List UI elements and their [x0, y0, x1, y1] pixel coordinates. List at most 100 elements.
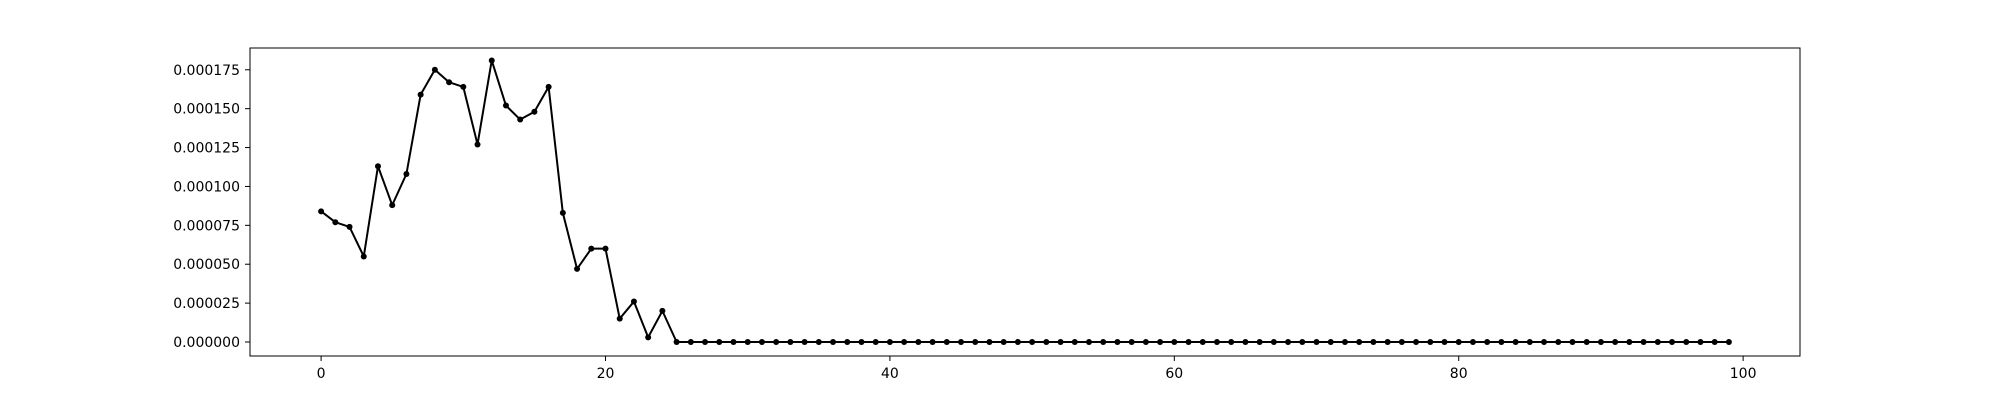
data-point [1014, 339, 1021, 345]
data-point [346, 223, 353, 230]
data-point [1583, 339, 1590, 345]
data-point [1441, 339, 1448, 345]
series-line [320, 59, 1729, 343]
data-point [1413, 339, 1420, 345]
x-tick-label: 0 [317, 366, 326, 382]
data-point [1157, 339, 1164, 345]
ticks-layer: 0 20 40 60 80 100 0.000000 0.000025 0.000050 0.00… [173, 63, 1756, 382]
data-point [687, 339, 694, 345]
data-point [630, 298, 637, 305]
data-point [1071, 339, 1078, 345]
data-point [1029, 339, 1036, 345]
data-point [1327, 339, 1334, 345]
data-point [1541, 339, 1548, 345]
data-point [602, 245, 609, 252]
data-point [1000, 339, 1007, 345]
plot-frame [249, 47, 1801, 357]
data-point [332, 219, 339, 226]
data-point [1114, 339, 1121, 345]
data-point [488, 57, 495, 64]
data-point [659, 307, 666, 314]
data-point [801, 339, 808, 345]
data-point [431, 66, 438, 73]
data-point [502, 102, 509, 109]
data-point [986, 339, 993, 345]
x-tick-label: 100 [1730, 366, 1757, 382]
data-point [1199, 339, 1206, 345]
data-point [1427, 339, 1434, 345]
y-tick-label: 0.000000 [173, 335, 240, 351]
data-point [1512, 339, 1519, 345]
data-point [446, 79, 453, 86]
data-point [545, 83, 552, 90]
data-point [1683, 339, 1690, 345]
data-point [1185, 339, 1192, 345]
data-point [1597, 339, 1604, 345]
data-point [1341, 339, 1348, 345]
data-point [1213, 339, 1220, 345]
y-tick-label: 0.000100 [173, 179, 240, 195]
data-point [943, 339, 950, 345]
data-point [758, 339, 765, 345]
data-point [773, 339, 780, 345]
data-point [716, 339, 723, 345]
data-point [929, 339, 936, 345]
data-point [403, 171, 410, 177]
data-point [574, 265, 581, 272]
y-tick-label: 0.000175 [173, 63, 240, 79]
data-point [787, 339, 794, 345]
data-point [616, 315, 623, 322]
data-point [1725, 339, 1732, 345]
data-point [1398, 339, 1405, 345]
data-point [1242, 339, 1249, 345]
data-point [645, 334, 652, 341]
data-point [318, 208, 325, 215]
y-tick-label: 0.000125 [173, 141, 240, 157]
data-point [844, 339, 851, 345]
data-point [517, 116, 524, 123]
x-tick-label: 20 [597, 366, 615, 382]
data-point [1256, 339, 1263, 345]
data-point [1057, 339, 1064, 345]
data-point [958, 339, 965, 345]
data-point [1498, 339, 1505, 345]
x-tick-label: 80 [1450, 366, 1468, 382]
data-point [1526, 339, 1533, 345]
y-tick-label: 0.000025 [173, 296, 240, 312]
x-tick-label: 60 [1165, 366, 1183, 382]
data-point [886, 339, 893, 345]
data-point [1100, 339, 1107, 345]
x-tick-label: 40 [881, 366, 899, 382]
data-point [460, 83, 467, 90]
data-point [531, 108, 538, 115]
data-point [1697, 339, 1704, 345]
data-point [559, 209, 566, 216]
data-point [1626, 339, 1633, 345]
data-point [1299, 339, 1306, 345]
y-tick-label: 0.000075 [173, 218, 240, 234]
data-point [1711, 339, 1718, 345]
data-point [1469, 339, 1476, 345]
data-point [1228, 339, 1235, 345]
data-point [1285, 339, 1292, 345]
data-point [1384, 339, 1391, 345]
data-point [374, 163, 381, 170]
data-point [1654, 339, 1661, 345]
data-point [1640, 339, 1647, 345]
data-point [830, 339, 837, 345]
data-point [1313, 339, 1320, 345]
data-point [1085, 339, 1092, 345]
data-point [673, 339, 680, 345]
data-point [1270, 339, 1277, 345]
data-point [858, 339, 865, 345]
data-point [1612, 339, 1619, 345]
data-point [1142, 339, 1149, 345]
data-point [1370, 339, 1377, 345]
data-point [389, 202, 396, 209]
data-point [702, 339, 709, 345]
series-layer [318, 57, 1732, 345]
y-tick-label: 0.000150 [173, 102, 240, 118]
data-point [901, 339, 908, 345]
data-point [872, 339, 879, 345]
